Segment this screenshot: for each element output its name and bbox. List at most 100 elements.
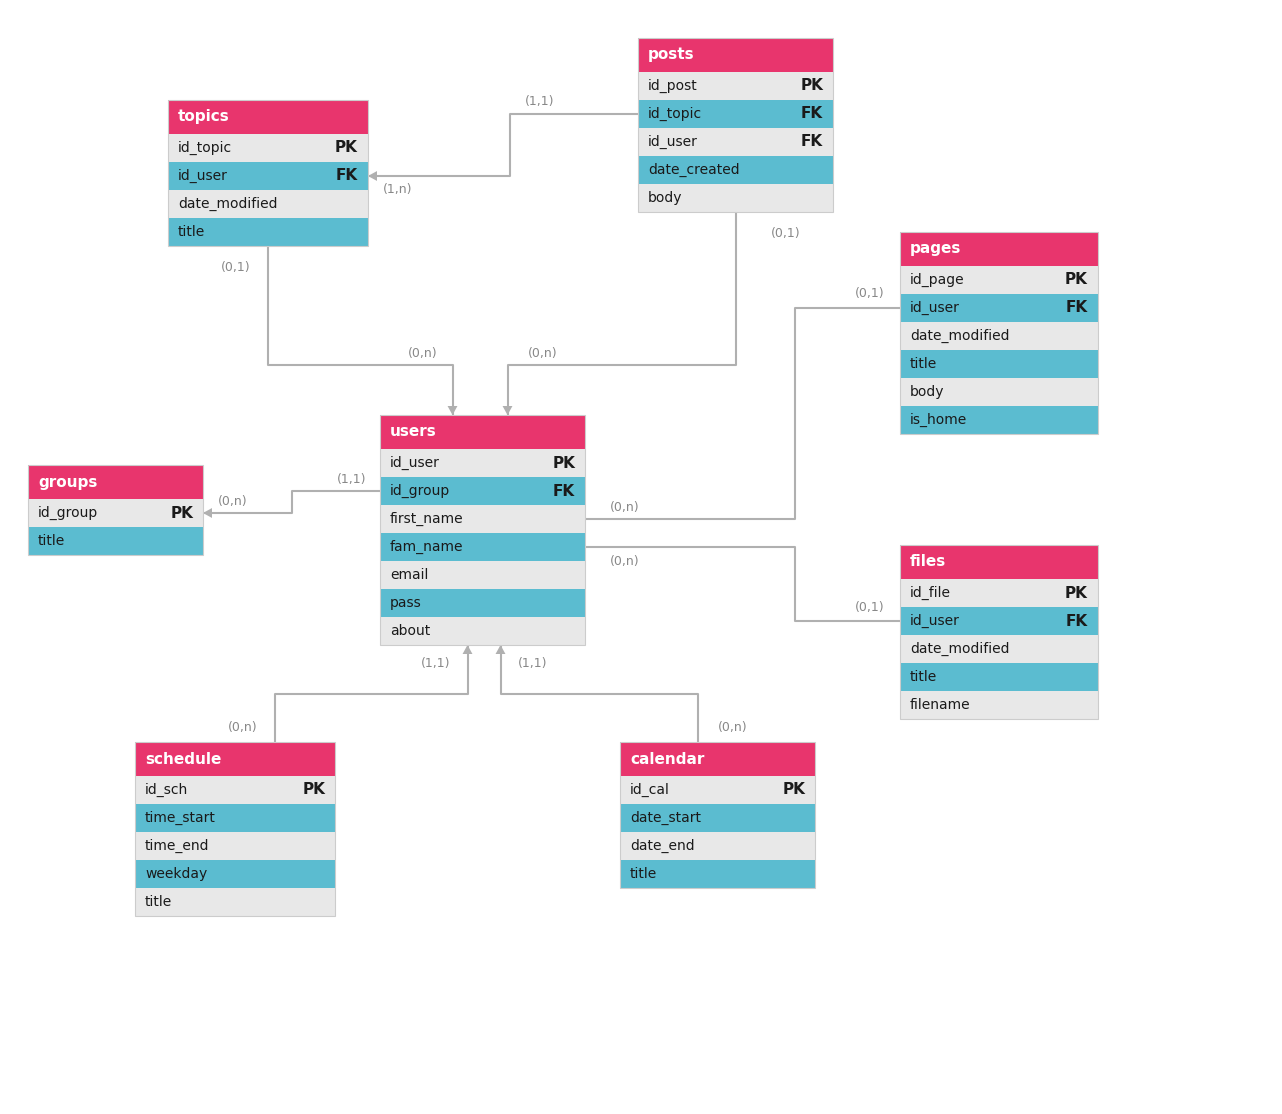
Text: id_user: id_user	[910, 614, 960, 628]
Text: id_user: id_user	[178, 169, 228, 183]
Polygon shape	[463, 645, 473, 654]
Bar	[379, 589, 585, 617]
Bar	[135, 888, 335, 916]
Text: date_modified: date_modified	[178, 197, 277, 211]
Bar	[900, 322, 1097, 350]
Bar	[28, 499, 203, 527]
Text: (0,n): (0,n)	[528, 346, 558, 360]
Bar	[900, 405, 1097, 434]
Bar	[638, 100, 833, 128]
Bar	[168, 100, 368, 246]
Bar	[900, 607, 1097, 635]
Bar	[900, 545, 1097, 579]
Text: pages: pages	[910, 242, 962, 256]
Text: FK: FK	[553, 483, 576, 498]
Text: FK: FK	[336, 168, 358, 184]
Bar	[168, 134, 368, 162]
Text: filename: filename	[910, 698, 970, 712]
Bar	[620, 742, 815, 776]
Text: (1,1): (1,1)	[526, 96, 555, 108]
Text: body: body	[647, 190, 682, 205]
Text: (1,n): (1,n)	[383, 184, 413, 196]
Text: (0,1): (0,1)	[222, 262, 251, 274]
Text: (0,n): (0,n)	[610, 500, 640, 514]
Text: id_group: id_group	[390, 483, 450, 498]
Text: (0,n): (0,n)	[718, 722, 747, 734]
Bar	[620, 804, 815, 832]
Text: fam_name: fam_name	[390, 540, 464, 554]
Text: is_home: is_home	[910, 413, 967, 427]
Text: id_user: id_user	[390, 456, 440, 470]
Text: PK: PK	[782, 782, 805, 798]
Text: FK: FK	[801, 135, 823, 149]
Text: id_topic: id_topic	[647, 107, 703, 121]
Text: users: users	[390, 424, 437, 440]
Text: title: title	[910, 670, 937, 684]
Bar	[620, 742, 815, 888]
Text: PK: PK	[171, 506, 194, 520]
Bar	[28, 465, 203, 555]
Text: (1,1): (1,1)	[337, 472, 367, 486]
Text: PK: PK	[303, 782, 326, 798]
Bar	[620, 776, 815, 804]
Text: date_modified: date_modified	[910, 329, 1009, 343]
Bar	[135, 832, 335, 860]
Text: groups: groups	[38, 475, 97, 489]
Text: id_sch: id_sch	[145, 783, 188, 798]
Bar	[638, 72, 833, 100]
Text: id_user: id_user	[910, 301, 960, 315]
Text: (0,n): (0,n)	[610, 555, 640, 567]
Bar	[900, 232, 1097, 434]
Bar	[900, 691, 1097, 719]
Text: id_user: id_user	[647, 135, 697, 149]
Text: files: files	[910, 555, 946, 569]
Bar	[638, 38, 833, 212]
Polygon shape	[576, 514, 585, 524]
Text: id_topic: id_topic	[178, 141, 232, 155]
Text: (1,1): (1,1)	[518, 656, 547, 670]
Text: id_group: id_group	[38, 506, 99, 520]
Text: time_end: time_end	[145, 839, 209, 853]
Polygon shape	[503, 405, 513, 416]
Text: calendar: calendar	[629, 752, 704, 766]
Bar	[379, 449, 585, 477]
Bar	[135, 742, 335, 776]
Text: date_start: date_start	[629, 811, 701, 825]
Text: posts: posts	[647, 48, 695, 62]
Bar	[379, 416, 585, 449]
Polygon shape	[447, 405, 458, 416]
Bar	[28, 465, 203, 499]
Text: FK: FK	[1065, 301, 1088, 315]
Bar	[900, 545, 1097, 719]
Bar	[900, 663, 1097, 691]
Text: PK: PK	[553, 456, 576, 470]
Text: schedule: schedule	[145, 752, 222, 766]
Text: date_modified: date_modified	[910, 642, 1009, 656]
Text: (0,1): (0,1)	[855, 287, 885, 301]
Text: date_end: date_end	[629, 839, 695, 853]
Text: first_name: first_name	[390, 512, 464, 526]
Polygon shape	[496, 645, 505, 654]
Text: (0,1): (0,1)	[770, 227, 800, 241]
Text: (0,n): (0,n)	[408, 346, 437, 360]
Bar	[620, 860, 815, 888]
Bar	[900, 378, 1097, 405]
Text: FK: FK	[801, 107, 823, 121]
Bar	[638, 38, 833, 72]
Bar	[168, 218, 368, 246]
Bar	[168, 162, 368, 190]
Text: (0,n): (0,n)	[228, 722, 258, 734]
Text: id_file: id_file	[910, 586, 951, 600]
Bar	[28, 527, 203, 555]
Text: title: title	[38, 534, 65, 548]
Bar	[379, 416, 585, 645]
Bar	[900, 579, 1097, 607]
Polygon shape	[368, 172, 377, 180]
Bar	[638, 128, 833, 156]
Text: id_cal: id_cal	[629, 783, 670, 798]
Text: FK: FK	[1065, 614, 1088, 628]
Text: id_page: id_page	[910, 273, 964, 287]
Bar	[900, 294, 1097, 322]
Text: time_start: time_start	[145, 811, 215, 825]
Bar	[379, 505, 585, 532]
